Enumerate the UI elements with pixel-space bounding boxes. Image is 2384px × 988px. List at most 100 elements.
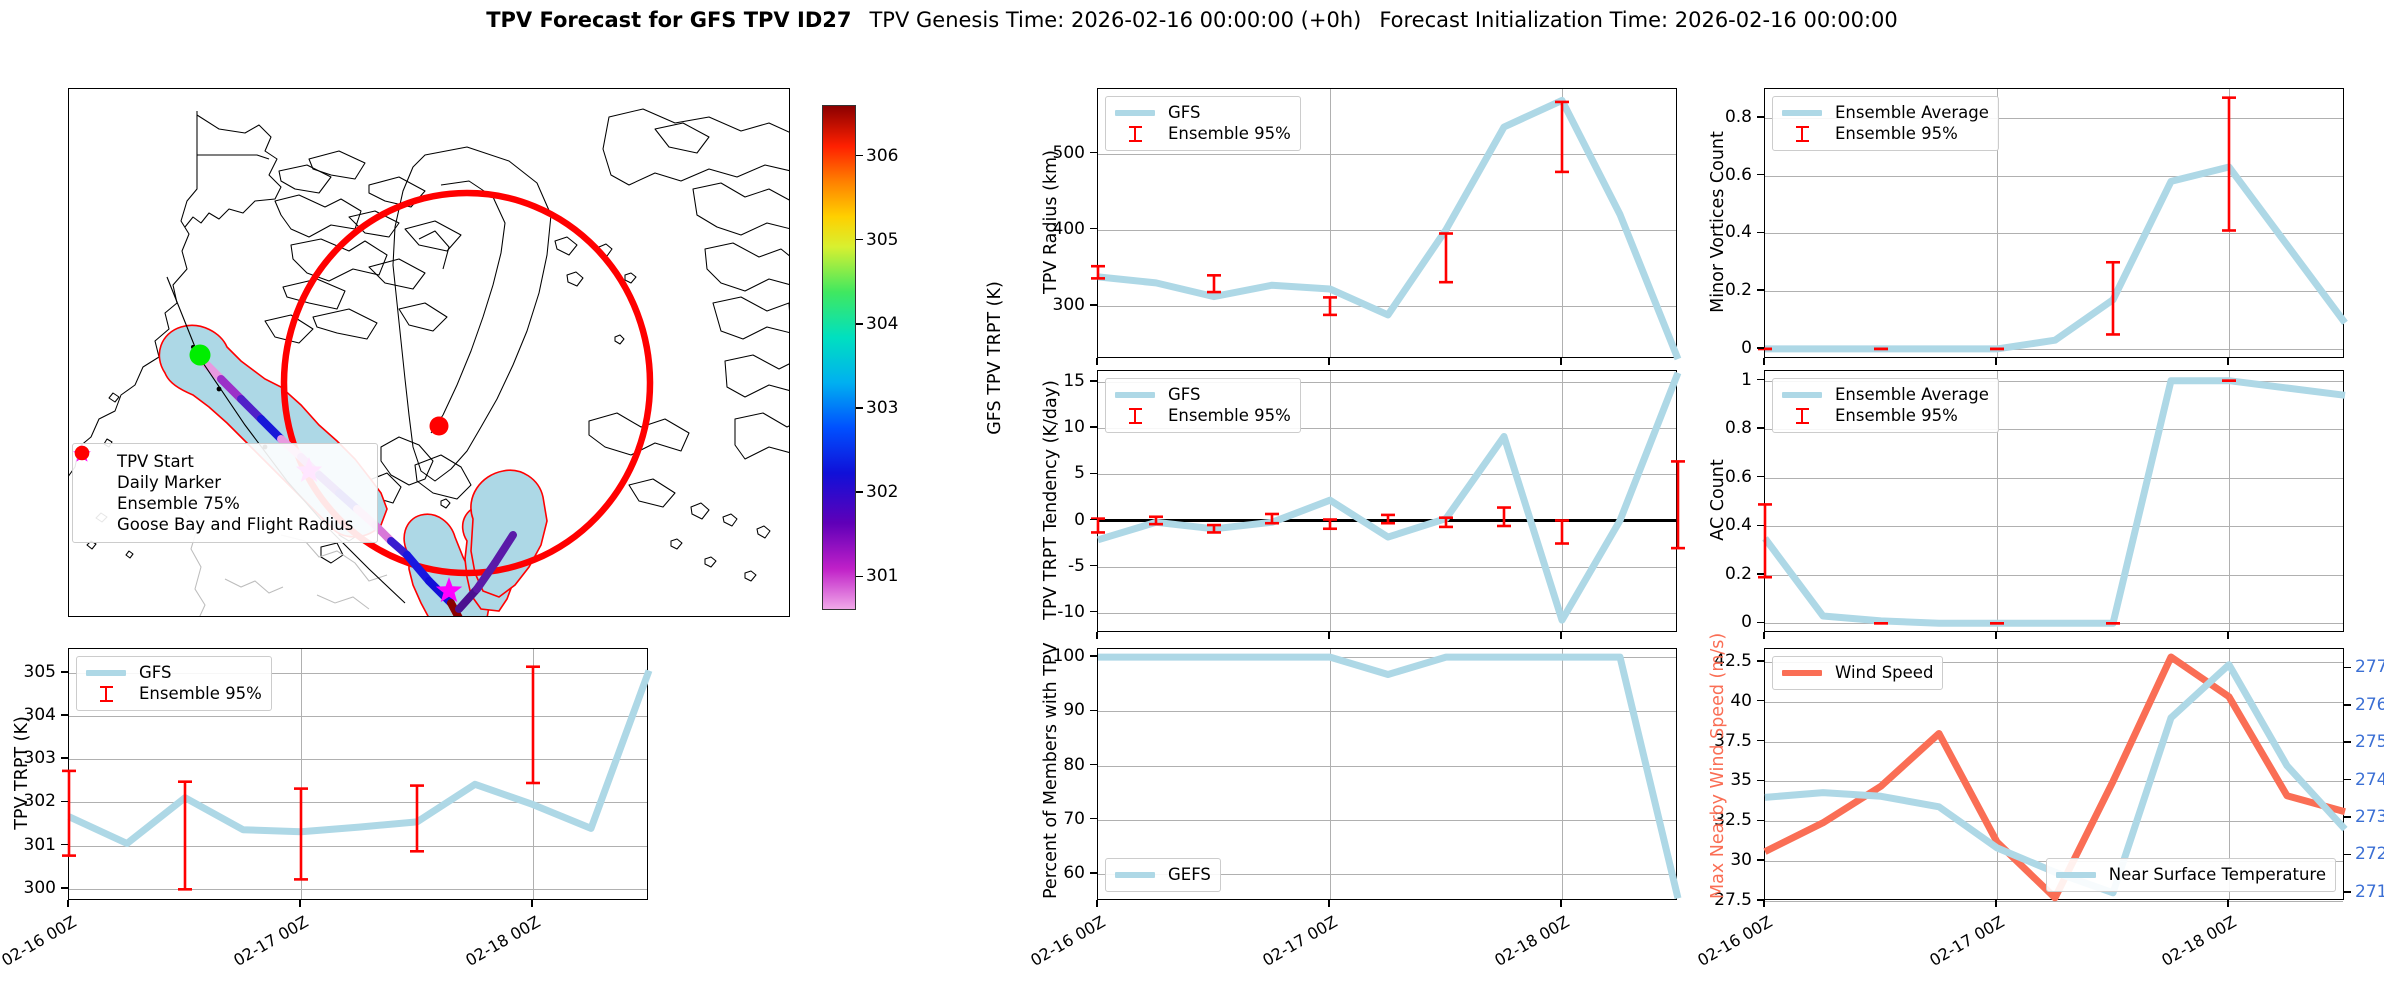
errorbar [294,787,308,881]
tpv_radius-axes[interactable]: GFS Ensemble 95% [1091,88,1682,361]
y-tick-label: 302 [23,791,56,812]
y-tickmark [1090,518,1097,521]
y-tick-label-right: 276 [2355,694,2384,715]
gridline-vertical [1997,649,1998,899]
y-tick-label-right: 274 [2355,769,2384,790]
gridline-horizontal [1098,229,1676,231]
y-tick-label: 40 [1730,690,1752,711]
y-tick-label: 1 [1741,369,1752,390]
gridline-horizontal [1098,382,1676,384]
y-tickmark [1757,859,1764,861]
x-tickmark [67,900,69,907]
x-tick-label: 02-16 00Z [0,912,80,970]
x-tick-label: 02-18 00Z [2158,912,2240,970]
errorbar [1323,296,1337,317]
legend-label: Ensemble 95% [1168,124,1291,143]
gridline-vertical [1330,89,1331,357]
ac_count-data-overlay [1758,377,2346,627]
y-tickmark-right [2344,778,2351,781]
y-tick-label: 100 [1052,646,1085,667]
gridline-horizontal [1765,175,2343,177]
minor_vortices_count-data-overlay [1758,96,2348,353]
legend-row: Ensemble 75% [74,445,367,514]
y-tick-label: 0 [1074,509,1085,530]
gridline-horizontal [1765,741,2343,743]
y-tick-label: 0.6 [1724,164,1752,185]
y-tick-label: 0 [1741,337,1752,358]
y-tickmark [61,714,68,716]
suptitle-init: Forecast Initialization Time: 2026-02-16… [1379,8,1898,32]
y-tickmark [1757,621,1764,624]
x-tickmark [1560,358,1562,365]
y-tickmark-right [2344,853,2351,856]
x-tickmark [2227,900,2229,907]
y-tick-label-right: 275 [2355,732,2384,753]
y-tickmark [1757,573,1764,575]
legend-label: Ensemble 95% [139,684,262,703]
y-tick-label: 37.5 [1714,730,1752,751]
percent_members_with_tpv-axes[interactable]: GEFS [1097,648,1682,900]
y-tickmark [1757,779,1764,782]
legend-line-swatch [86,669,126,676]
ensemble-error-icon [1782,125,1822,143]
gridline-horizontal [1765,477,2343,479]
colorbar-tickmark [856,323,863,325]
colorbar-tick-label: 306 [866,145,899,166]
y-tick-label: 42.5 [1714,650,1752,671]
y-tickmark-right [2344,891,2351,893]
wind_and_temperature-wind-legend: Wind Speed [1772,656,1944,690]
y-tick-label-right: 277 [2355,657,2384,678]
y-tick-label: 0 [1741,612,1752,633]
legend-line-swatch [1782,391,1822,398]
colorbar-tickmark [856,575,863,578]
errorbar [1091,264,1105,280]
gridline-horizontal [1765,429,2343,431]
minor_vortices_count-axes[interactable]: Ensemble Average Ensemble 95% [1758,88,2348,358]
y-tickmark [1090,655,1097,657]
colorbar-tickmark [856,407,863,409]
legend-line-swatch [1115,109,1155,116]
y-tickmark [1090,472,1097,475]
y-tickmark [1757,819,1764,822]
x-tickmark [2227,632,2229,639]
colorbar-tick-label: 305 [866,229,899,250]
x-tick-label: 02-18 00Z [462,912,544,970]
y-tick-label: 304 [23,705,56,725]
colorbar-tickmark [856,154,863,157]
legend-label: Ensemble 95% [1168,406,1291,425]
x-tickmark [1328,358,1330,365]
ac_count-axes[interactable]: Ensemble Average Ensemble 95% [1758,370,2346,632]
ensemble-error-icon [1115,125,1155,143]
y-tickmark [1090,426,1097,428]
y-tick-label: 30 [1730,850,1752,871]
gridline-horizontal [1765,701,2343,703]
wind_and_temperature-axes[interactable]: Wind Speed Near Surface Temperature [1763,648,2348,902]
errorbar [1671,460,1685,550]
errorbar [526,665,540,785]
map-legend: TPV Start Daily Marker Ensemble 75% Goos… [72,443,378,543]
y-tick-label: 300 [1052,294,1085,315]
colorbar-tickmark [856,238,863,241]
tpv_trpt-axes[interactable]: GFS Ensemble 95% [62,648,653,900]
legend-label: Wind Speed [1835,663,1934,682]
legend-label: Ensemble 95% [1835,124,1958,143]
y-axis-label: Minor Vortices Count [1708,131,1728,313]
y-tickmark [1757,289,1764,291]
y-tick-label: 0.4 [1724,222,1752,243]
series-line-gfs [1096,371,1682,624]
tpv_trpt_tendency-axes[interactable]: GFS Ensemble 95% [1091,370,1685,632]
y-tickmark [61,757,68,759]
errorbar [1555,100,1569,174]
legend-label: TPV Start [117,452,194,471]
x-tickmark [1763,358,1765,365]
gridline-vertical [1562,649,1563,899]
gridline-horizontal [1765,380,2343,382]
gridline-horizontal [1098,612,1676,614]
gridline-horizontal [69,845,647,847]
y-tickmark [61,843,68,846]
tpv-track-map[interactable]: TPV Start Daily Marker Ensemble 75% Goos… [68,88,790,617]
gridline-horizontal [1098,711,1676,713]
legend-line-swatch [1115,391,1155,398]
y-tickmark [1757,378,1764,381]
